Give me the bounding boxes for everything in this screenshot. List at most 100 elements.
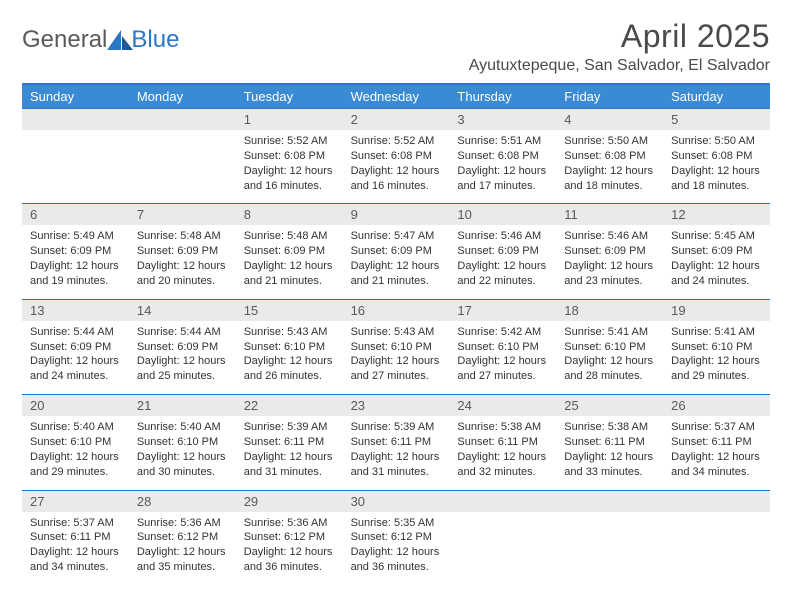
sunrise-line: Sunrise: 5:40 AM (137, 420, 228, 435)
sunset-line: Sunset: 6:09 PM (564, 244, 655, 259)
title-block: April 2025 Ayutuxtepeque, San Salvador, … (469, 18, 770, 75)
daylight-line: Daylight: 12 hours and 34 minutes. (671, 450, 762, 480)
daylight-line: Daylight: 12 hours and 29 minutes. (671, 354, 762, 384)
day-number: 8 (236, 204, 343, 225)
day-number: 17 (449, 300, 556, 321)
sunrise-line: Sunrise: 5:41 AM (564, 325, 655, 340)
day-cell: Sunrise: 5:48 AMSunset: 6:09 PMDaylight:… (236, 225, 343, 298)
sail-icon (107, 30, 133, 50)
sunrise-line: Sunrise: 5:45 AM (671, 229, 762, 244)
week-row: 6789101112Sunrise: 5:49 AMSunset: 6:09 P… (22, 203, 770, 298)
daylight-line: Daylight: 12 hours and 31 minutes. (244, 450, 335, 480)
day-cell: Sunrise: 5:51 AMSunset: 6:08 PMDaylight:… (449, 130, 556, 203)
sunset-line: Sunset: 6:11 PM (30, 530, 121, 545)
daylight-line: Daylight: 12 hours and 20 minutes. (137, 259, 228, 289)
daylight-line: Daylight: 12 hours and 16 minutes. (351, 164, 442, 194)
sunrise-line: Sunrise: 5:51 AM (457, 134, 548, 149)
day-cell: Sunrise: 5:52 AMSunset: 6:08 PMDaylight:… (343, 130, 450, 203)
day-cell: Sunrise: 5:50 AMSunset: 6:08 PMDaylight:… (556, 130, 663, 203)
sunset-line: Sunset: 6:11 PM (671, 435, 762, 450)
week-row: 13141516171819Sunrise: 5:44 AMSunset: 6:… (22, 299, 770, 394)
sunset-line: Sunset: 6:12 PM (244, 530, 335, 545)
logo-text-blue: Blue (131, 26, 179, 54)
weekday-header: Wednesday (343, 85, 450, 108)
daylight-line: Daylight: 12 hours and 19 minutes. (30, 259, 121, 289)
day-number: 14 (129, 300, 236, 321)
sunrise-line: Sunrise: 5:48 AM (244, 229, 335, 244)
daylight-line: Daylight: 12 hours and 35 minutes. (137, 545, 228, 575)
day-cell: Sunrise: 5:44 AMSunset: 6:09 PMDaylight:… (129, 321, 236, 394)
day-number: 15 (236, 300, 343, 321)
day-number: 9 (343, 204, 450, 225)
sunrise-line: Sunrise: 5:50 AM (564, 134, 655, 149)
daylight-line: Daylight: 12 hours and 33 minutes. (564, 450, 655, 480)
weeks-container: 12345Sunrise: 5:52 AMSunset: 6:08 PMDayl… (22, 108, 770, 585)
page-title: April 2025 (469, 18, 770, 55)
sunrise-line: Sunrise: 5:46 AM (457, 229, 548, 244)
sunrise-line: Sunrise: 5:35 AM (351, 516, 442, 531)
day-cell: Sunrise: 5:38 AMSunset: 6:11 PMDaylight:… (556, 416, 663, 489)
daylight-line: Daylight: 12 hours and 23 minutes. (564, 259, 655, 289)
sunset-line: Sunset: 6:09 PM (30, 244, 121, 259)
day-number: 29 (236, 491, 343, 512)
day-number: 3 (449, 109, 556, 130)
weekday-header: Friday (556, 85, 663, 108)
sunrise-line: Sunrise: 5:36 AM (244, 516, 335, 531)
day-number: 22 (236, 395, 343, 416)
daylight-line: Daylight: 12 hours and 24 minutes. (671, 259, 762, 289)
sunset-line: Sunset: 6:10 PM (244, 340, 335, 355)
sunrise-line: Sunrise: 5:36 AM (137, 516, 228, 531)
sunset-line: Sunset: 6:10 PM (30, 435, 121, 450)
day-cell: Sunrise: 5:41 AMSunset: 6:10 PMDaylight:… (556, 321, 663, 394)
day-cell: Sunrise: 5:42 AMSunset: 6:10 PMDaylight:… (449, 321, 556, 394)
sunset-line: Sunset: 6:08 PM (564, 149, 655, 164)
calendar-table: Sunday Monday Tuesday Wednesday Thursday… (22, 83, 770, 585)
daylight-line: Daylight: 12 hours and 18 minutes. (564, 164, 655, 194)
daylight-line: Daylight: 12 hours and 22 minutes. (457, 259, 548, 289)
weekday-header: Sunday (22, 85, 129, 108)
sunrise-line: Sunrise: 5:48 AM (137, 229, 228, 244)
sunset-line: Sunset: 6:08 PM (351, 149, 442, 164)
sunset-line: Sunset: 6:09 PM (671, 244, 762, 259)
day-cell: Sunrise: 5:40 AMSunset: 6:10 PMDaylight:… (129, 416, 236, 489)
daylight-line: Daylight: 12 hours and 27 minutes. (457, 354, 548, 384)
day-number (663, 491, 770, 512)
sunset-line: Sunset: 6:11 PM (351, 435, 442, 450)
sunrise-line: Sunrise: 5:43 AM (351, 325, 442, 340)
day-cell: Sunrise: 5:52 AMSunset: 6:08 PMDaylight:… (236, 130, 343, 203)
day-cell: Sunrise: 5:43 AMSunset: 6:10 PMDaylight:… (236, 321, 343, 394)
day-cell: Sunrise: 5:44 AMSunset: 6:09 PMDaylight:… (22, 321, 129, 394)
daylight-line: Daylight: 12 hours and 21 minutes. (351, 259, 442, 289)
sunrise-line: Sunrise: 5:41 AM (671, 325, 762, 340)
day-number: 25 (556, 395, 663, 416)
sunrise-line: Sunrise: 5:52 AM (351, 134, 442, 149)
sunset-line: Sunset: 6:09 PM (137, 340, 228, 355)
day-number: 24 (449, 395, 556, 416)
day-cell: Sunrise: 5:47 AMSunset: 6:09 PMDaylight:… (343, 225, 450, 298)
day-cell: Sunrise: 5:39 AMSunset: 6:11 PMDaylight:… (236, 416, 343, 489)
day-cell: Sunrise: 5:41 AMSunset: 6:10 PMDaylight:… (663, 321, 770, 394)
day-number: 1 (236, 109, 343, 130)
week-row: 12345Sunrise: 5:52 AMSunset: 6:08 PMDayl… (22, 108, 770, 203)
sunrise-line: Sunrise: 5:52 AM (244, 134, 335, 149)
day-number: 23 (343, 395, 450, 416)
weekday-header: Tuesday (236, 85, 343, 108)
day-number (449, 491, 556, 512)
sunrise-line: Sunrise: 5:39 AM (244, 420, 335, 435)
day-number: 6 (22, 204, 129, 225)
weekday-header: Saturday (663, 85, 770, 108)
day-cell: Sunrise: 5:37 AMSunset: 6:11 PMDaylight:… (663, 416, 770, 489)
day-cell: Sunrise: 5:40 AMSunset: 6:10 PMDaylight:… (22, 416, 129, 489)
daylight-line: Daylight: 12 hours and 21 minutes. (244, 259, 335, 289)
day-number: 11 (556, 204, 663, 225)
day-cell: Sunrise: 5:36 AMSunset: 6:12 PMDaylight:… (236, 512, 343, 585)
daylight-line: Daylight: 12 hours and 17 minutes. (457, 164, 548, 194)
day-number: 21 (129, 395, 236, 416)
day-number (556, 491, 663, 512)
day-number (129, 109, 236, 130)
weekday-header-row: Sunday Monday Tuesday Wednesday Thursday… (22, 85, 770, 108)
header: General Blue April 2025 Ayutuxtepeque, S… (22, 18, 770, 75)
sunset-line: Sunset: 6:11 PM (457, 435, 548, 450)
sunrise-line: Sunrise: 5:39 AM (351, 420, 442, 435)
sunset-line: Sunset: 6:09 PM (30, 340, 121, 355)
